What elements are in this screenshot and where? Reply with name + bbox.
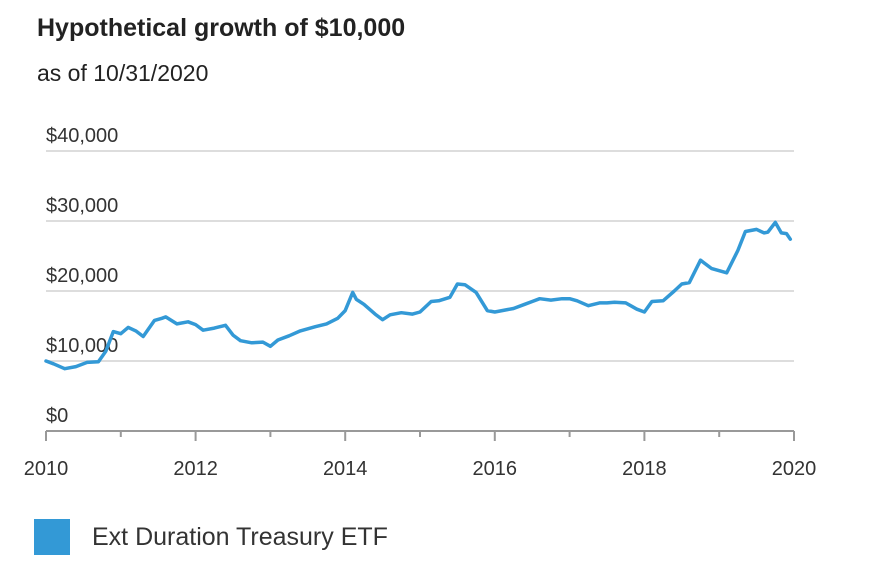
- x-axis: [45, 430, 795, 441]
- chart-subtitle: as of 10/31/2020: [37, 60, 209, 86]
- x-tick-label: 2016: [473, 458, 518, 480]
- x-tick-label: 2020: [772, 458, 817, 480]
- x-tick-label: 2014: [323, 458, 368, 480]
- x-tick-label: 2010: [24, 458, 69, 480]
- legend: Ext Duration Treasury ETF: [34, 519, 388, 555]
- tick-labels: $0 $10,000 $20,000 $30,000 $40,000 2010 2012 20…: [24, 125, 817, 480]
- grid-lines: [46, 150, 794, 362]
- y-tick-label: $40,000: [46, 125, 118, 147]
- legend-swatch: [34, 519, 70, 555]
- chart-title: Hypothetical growth of $10,000: [37, 14, 406, 42]
- y-tick-label: $30,000: [46, 195, 118, 217]
- y-tick-label: $10,000: [46, 335, 118, 357]
- series-lines: [44, 220, 793, 371]
- series-line: [44, 220, 793, 371]
- y-tick-label: $0: [46, 405, 68, 427]
- y-tick-label: $20,000: [46, 265, 118, 287]
- x-tick-label: 2018: [622, 458, 667, 480]
- legend-label: Ext Duration Treasury ETF: [92, 522, 388, 551]
- x-tick-label: 2012: [173, 458, 218, 480]
